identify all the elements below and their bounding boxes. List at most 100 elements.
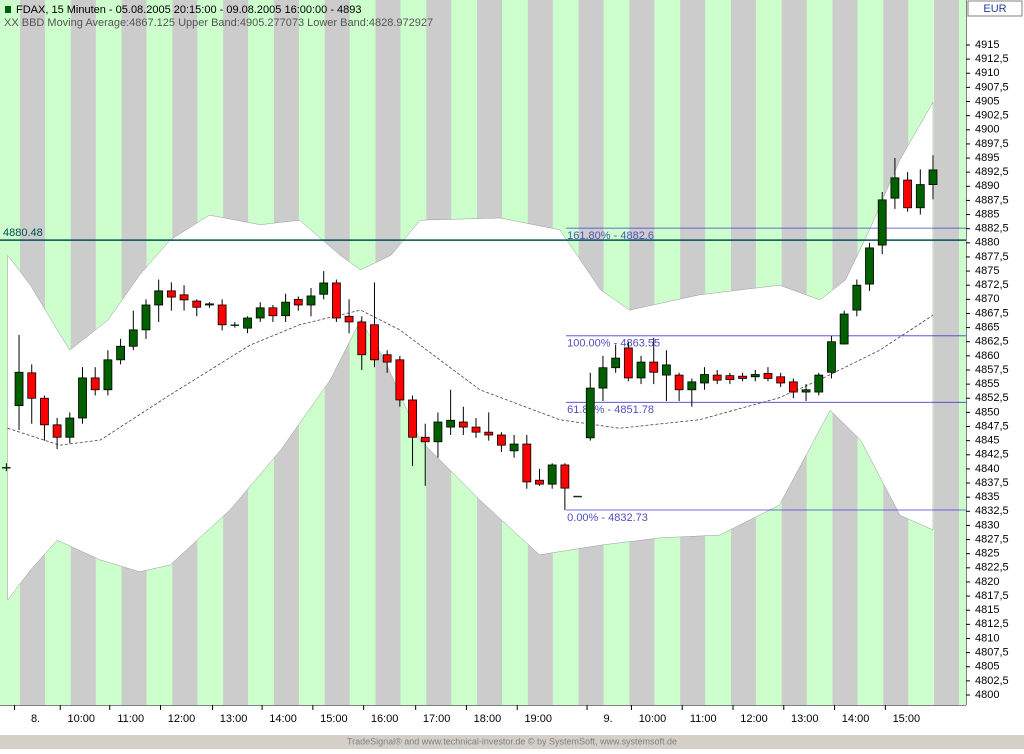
candle (674, 372, 684, 402)
candle-body (560, 464, 570, 489)
candle (915, 169, 925, 215)
candle (420, 423, 430, 486)
candle (750, 369, 760, 382)
candle (319, 271, 329, 300)
candle-body (217, 304, 227, 326)
candle (14, 334, 24, 430)
candle (344, 299, 354, 334)
candle (243, 316, 252, 334)
y-tick-label: 4822,5 (975, 562, 1009, 574)
candle-body (623, 347, 633, 379)
candle-body (27, 372, 37, 399)
candle (801, 384, 811, 402)
candle (738, 372, 747, 382)
candle-body (65, 417, 75, 438)
chart-title: FDAX, 15 Minuten - 05.08.2005 20:15:00 -… (16, 4, 362, 16)
candle (865, 242, 874, 291)
bollinger-band (7, 101, 934, 601)
x-tick-label: 14:00 (842, 713, 870, 725)
candle (585, 372, 595, 441)
fib-label: 61.80% - 4851.78 (567, 404, 654, 416)
candle (611, 344, 621, 373)
candle (255, 302, 265, 322)
candle-body (903, 179, 913, 209)
candle-body (890, 177, 900, 199)
y-tick-label: 4860 (975, 350, 999, 362)
candle (205, 302, 214, 308)
candle-body (725, 375, 735, 381)
candle-body (90, 377, 100, 391)
candle-body (750, 374, 760, 378)
candle (408, 395, 417, 467)
candle-body (611, 357, 621, 369)
y-tick-label: 4802,5 (975, 675, 1009, 687)
candle-body (268, 307, 278, 317)
candle-body (420, 436, 430, 443)
candle (827, 336, 836, 379)
fib-label: 0.00% - 4832.73 (567, 512, 648, 524)
y-tick-label: 4815 (975, 604, 999, 616)
candle-body (700, 374, 709, 384)
candle-body (598, 367, 608, 389)
candle (128, 310, 138, 351)
x-tick-label: 15:00 (320, 713, 348, 725)
y-tick-label: 4805 (975, 661, 999, 673)
candle-body (636, 361, 646, 379)
candle-body (14, 371, 24, 407)
y-tick-label: 4855 (975, 378, 999, 390)
candle (370, 282, 379, 368)
candle (852, 279, 862, 317)
candle (179, 285, 189, 311)
candle-body (230, 324, 240, 326)
candle (484, 412, 494, 441)
candle-body (763, 372, 773, 379)
candle (52, 418, 62, 450)
y-tick-label: 4807,5 (975, 647, 1009, 659)
candle-body (484, 431, 494, 436)
y-tick-label: 4912,5 (975, 53, 1009, 65)
y-tick-label: 4825 (975, 548, 999, 560)
candle (560, 463, 570, 511)
candle-body (814, 374, 824, 393)
candle-body (712, 374, 722, 381)
x-tick-label: 17:00 (423, 713, 451, 725)
candle-body (306, 295, 316, 306)
candle-body (2, 467, 11, 469)
currency: EUR (983, 3, 1006, 15)
candle (522, 434, 532, 489)
candle (166, 282, 176, 311)
candle (103, 350, 113, 396)
x-tick-label: 11:00 (690, 713, 717, 725)
candle (763, 367, 773, 382)
candle (458, 406, 468, 435)
y-tick-label: 4845 (975, 435, 999, 447)
y-tick-label: 4885 (975, 208, 999, 220)
y-tick-label: 4850 (975, 406, 999, 418)
x-tick-label: 9. (603, 713, 612, 725)
moving-average (7, 309, 934, 446)
candle-body (852, 284, 862, 311)
candle-body (243, 317, 252, 329)
candle-body (585, 387, 595, 439)
candle-body (344, 315, 354, 323)
x-tick-label: 12:00 (740, 713, 768, 725)
y-axis-panel (966, 0, 1024, 705)
level-label: 4880.48 (3, 227, 43, 239)
candle (395, 355, 405, 407)
y-tick-label: 4857,5 (975, 364, 1009, 376)
y-tick-label: 4862,5 (975, 336, 1009, 348)
y-tick-label: 4842,5 (975, 449, 1009, 461)
candle (598, 355, 608, 402)
candle-body (395, 359, 405, 401)
candle (687, 378, 697, 407)
x-tick-label: 12:00 (168, 713, 196, 725)
candle (154, 279, 164, 322)
x-tick-label: 8. (31, 713, 40, 725)
candle-body (788, 381, 798, 393)
candle (903, 172, 913, 212)
candle-body (915, 184, 925, 209)
candle-body (839, 313, 849, 345)
candle (268, 304, 278, 322)
chart-subtitle: XX BBD Moving Average:4867.125 Upper Ban… (4, 17, 433, 29)
